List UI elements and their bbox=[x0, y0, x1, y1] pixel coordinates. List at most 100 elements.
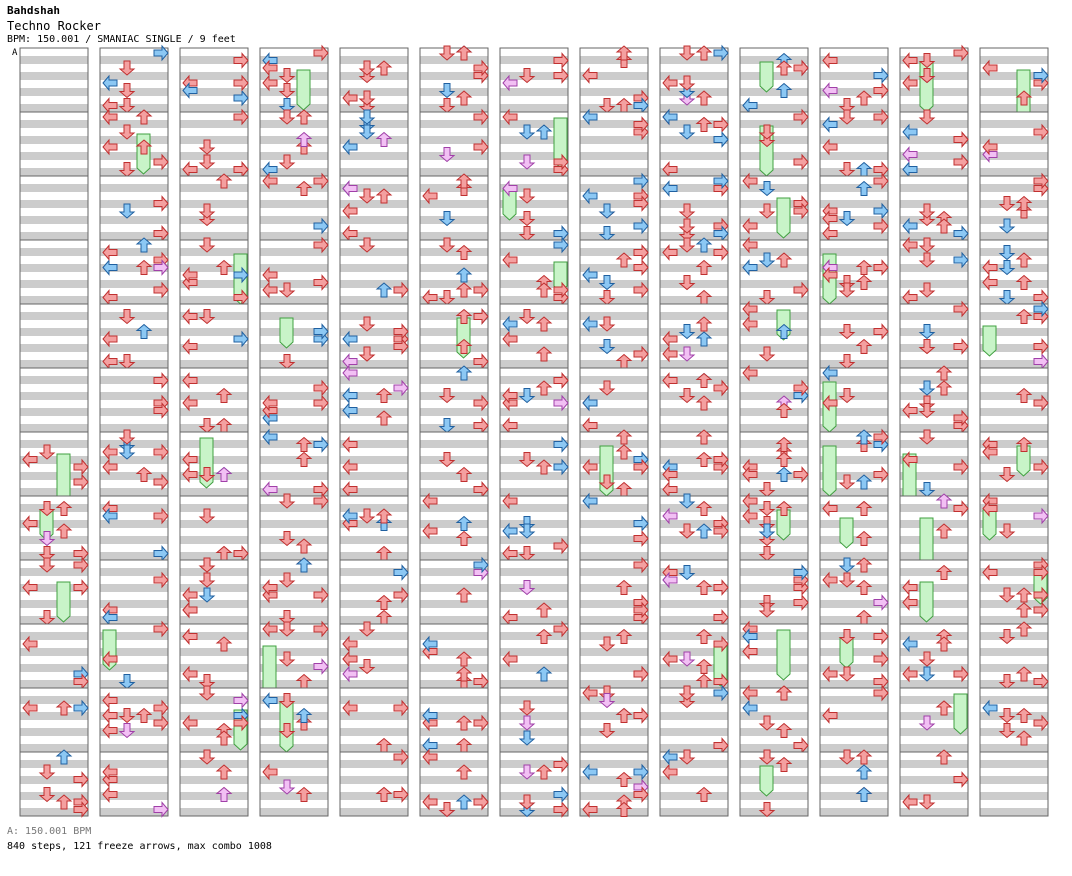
measure bbox=[499, 108, 569, 178]
measure bbox=[499, 559, 569, 626]
right-arrow bbox=[633, 515, 649, 532]
left-arrow bbox=[502, 108, 518, 126]
up-arrow bbox=[935, 636, 953, 652]
measure bbox=[579, 556, 649, 626]
left-arrow bbox=[742, 259, 758, 276]
up-arrow bbox=[855, 764, 873, 780]
left-arrow bbox=[502, 650, 518, 668]
left-arrow bbox=[742, 315, 758, 333]
up-arrow bbox=[535, 380, 553, 396]
up-arrow bbox=[375, 410, 393, 426]
measure bbox=[259, 109, 329, 178]
down-arrow bbox=[838, 324, 856, 340]
measure bbox=[579, 492, 649, 561]
right-arrow bbox=[313, 586, 329, 604]
right-arrow bbox=[793, 108, 809, 126]
measure bbox=[179, 303, 249, 369]
left-arrow bbox=[102, 650, 118, 668]
right-arrow bbox=[953, 458, 969, 476]
freeze-arrow bbox=[953, 693, 968, 735]
down-arrow bbox=[278, 282, 296, 298]
right-arrow bbox=[153, 507, 169, 525]
up-arrow bbox=[455, 764, 473, 780]
up-arrow bbox=[215, 387, 233, 403]
up-arrow bbox=[775, 402, 793, 418]
up-arrow bbox=[615, 707, 633, 723]
left-arrow bbox=[182, 628, 198, 645]
left-arrow bbox=[982, 274, 998, 291]
measure bbox=[419, 108, 489, 177]
measure bbox=[419, 748, 489, 818]
right-arrow bbox=[153, 443, 169, 461]
left-arrow bbox=[662, 748, 678, 766]
measure bbox=[579, 172, 649, 242]
right-arrow bbox=[553, 537, 569, 555]
right-arrow bbox=[953, 251, 969, 269]
right-arrow bbox=[633, 665, 649, 683]
measure bbox=[99, 687, 169, 753]
down-arrow bbox=[838, 354, 856, 370]
left-arrow bbox=[262, 172, 278, 190]
left-arrow bbox=[102, 722, 118, 739]
measure bbox=[179, 237, 249, 306]
measure bbox=[979, 111, 1049, 177]
measure bbox=[659, 684, 729, 754]
right-arrow bbox=[1033, 338, 1049, 355]
up-arrow bbox=[295, 109, 313, 125]
right-arrow bbox=[873, 82, 889, 99]
measure bbox=[19, 111, 89, 177]
up-arrow bbox=[695, 451, 713, 467]
measure bbox=[819, 303, 889, 370]
right-arrow bbox=[153, 195, 169, 212]
measure bbox=[739, 172, 809, 241]
left-arrow bbox=[822, 394, 838, 412]
left-arrow bbox=[102, 707, 118, 724]
down-arrow bbox=[358, 90, 376, 106]
left-arrow bbox=[182, 466, 198, 483]
freeze-arrow bbox=[776, 197, 791, 239]
measure bbox=[499, 47, 569, 113]
right-arrow bbox=[873, 684, 889, 702]
left-arrow bbox=[662, 571, 678, 589]
right-arrow bbox=[313, 323, 329, 340]
down-arrow bbox=[918, 53, 936, 69]
up-arrow bbox=[935, 564, 953, 580]
down-arrow bbox=[998, 196, 1016, 212]
down-arrow bbox=[998, 723, 1016, 739]
measure bbox=[19, 495, 89, 562]
down-arrow bbox=[518, 452, 536, 468]
right-arrow bbox=[793, 153, 809, 171]
up-arrow bbox=[855, 274, 873, 290]
right-arrow bbox=[633, 244, 649, 261]
down-arrow bbox=[278, 98, 296, 114]
measure bbox=[179, 367, 249, 434]
right-arrow bbox=[313, 172, 329, 190]
right-arrow bbox=[1033, 67, 1049, 84]
measure bbox=[339, 687, 409, 753]
right-arrow bbox=[153, 801, 169, 818]
down-arrow bbox=[518, 309, 536, 325]
up-arrow bbox=[135, 323, 153, 339]
left-arrow bbox=[902, 594, 918, 611]
up-arrow bbox=[695, 429, 713, 445]
measure bbox=[179, 557, 249, 625]
up-arrow bbox=[935, 493, 953, 509]
down-arrow bbox=[198, 508, 216, 524]
left-arrow bbox=[902, 451, 918, 468]
down-arrow bbox=[678, 237, 696, 253]
up-arrow bbox=[1015, 707, 1033, 723]
measure bbox=[899, 687, 969, 753]
down-arrow bbox=[358, 237, 376, 253]
right-arrow bbox=[633, 172, 649, 190]
down-arrow bbox=[438, 147, 456, 163]
left-arrow bbox=[822, 210, 838, 227]
down-arrow bbox=[118, 203, 136, 219]
left-arrow bbox=[182, 601, 198, 619]
left-arrow bbox=[422, 793, 438, 811]
down-arrow bbox=[358, 659, 376, 675]
left-arrow bbox=[182, 451, 198, 468]
measure bbox=[19, 175, 89, 241]
up-arrow bbox=[295, 707, 313, 723]
measure bbox=[899, 623, 969, 689]
measure bbox=[739, 364, 809, 433]
